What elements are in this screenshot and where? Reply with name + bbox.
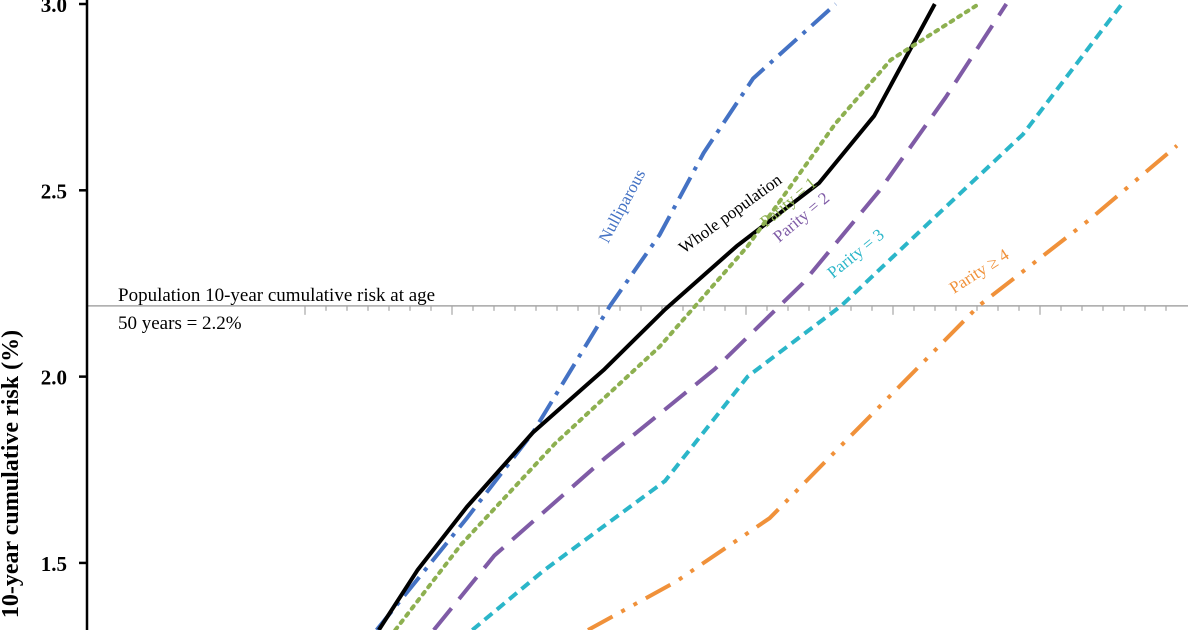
y-tick-label: 1.5 xyxy=(41,552,67,576)
series-line-0 xyxy=(375,2,838,630)
series-line-3 xyxy=(432,2,1008,630)
y-axis-title: 10-year cumulative risk (%) xyxy=(0,330,24,618)
y-tick-label: 2.5 xyxy=(41,179,67,203)
reference-line-label-line1: Population 10-year cumulative risk at ag… xyxy=(118,285,435,306)
series-label-4: Parity = 3 xyxy=(824,225,888,282)
series-lines xyxy=(375,2,1179,630)
series-line-2 xyxy=(393,2,981,630)
reference-line-group: Population 10-year cumulative risk at ag… xyxy=(87,285,1188,334)
reference-line-ticks xyxy=(304,305,1167,315)
y-tick-label: 3.0 xyxy=(41,0,67,17)
series-label-0: Nulliparous xyxy=(595,166,649,246)
y-tick-label: 2.0 xyxy=(41,366,67,390)
series-line-1 xyxy=(377,3,937,630)
reference-line-label-line2: 50 years = 2.2% xyxy=(118,313,242,334)
y-axis-ticks: 1.5 2.0 2.5 3.0 xyxy=(41,0,87,576)
series-line-5 xyxy=(587,144,1179,630)
series-line-4 xyxy=(471,2,1124,630)
